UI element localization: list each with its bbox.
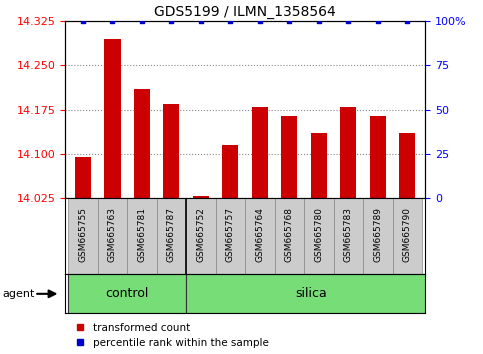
Bar: [304, 198, 334, 274]
Text: GSM665783: GSM665783: [344, 207, 353, 262]
Point: [227, 18, 234, 24]
Point: [285, 18, 293, 24]
Title: GDS5199 / ILMN_1358564: GDS5199 / ILMN_1358564: [154, 5, 336, 19]
Text: agent: agent: [2, 289, 35, 299]
Bar: [68, 198, 98, 274]
Text: control: control: [105, 287, 149, 300]
Text: GSM665764: GSM665764: [256, 207, 264, 262]
Text: GSM665790: GSM665790: [403, 207, 412, 262]
Bar: [163, 104, 180, 198]
Text: silica: silica: [296, 287, 327, 300]
Point: [403, 18, 411, 24]
Bar: [156, 198, 186, 274]
Bar: [363, 198, 393, 274]
Text: GSM665752: GSM665752: [197, 207, 205, 262]
Bar: [186, 198, 215, 274]
Legend: transformed count, percentile rank within the sample: transformed count, percentile rank withi…: [71, 319, 273, 353]
Bar: [399, 133, 415, 198]
Bar: [104, 39, 120, 198]
Point: [315, 18, 323, 24]
Bar: [75, 157, 91, 198]
Point: [79, 18, 87, 24]
Bar: [245, 198, 275, 274]
Text: GSM665757: GSM665757: [226, 207, 235, 262]
Bar: [393, 198, 422, 274]
Bar: [134, 89, 150, 198]
Point: [344, 18, 352, 24]
Bar: [68, 274, 186, 313]
Text: GSM665789: GSM665789: [373, 207, 383, 262]
Point: [256, 18, 264, 24]
Bar: [98, 198, 127, 274]
Point: [197, 18, 205, 24]
Bar: [340, 107, 356, 198]
Bar: [222, 145, 239, 198]
Text: GSM665781: GSM665781: [137, 207, 146, 262]
Bar: [334, 198, 363, 274]
Bar: [215, 198, 245, 274]
Bar: [193, 196, 209, 198]
Text: GSM665787: GSM665787: [167, 207, 176, 262]
Bar: [311, 133, 327, 198]
Text: GSM665768: GSM665768: [285, 207, 294, 262]
Bar: [275, 198, 304, 274]
Text: GSM665780: GSM665780: [314, 207, 323, 262]
Bar: [370, 116, 386, 198]
Bar: [281, 116, 298, 198]
Bar: [127, 198, 156, 274]
Point: [138, 18, 146, 24]
Point: [374, 18, 382, 24]
Text: GSM665755: GSM665755: [78, 207, 87, 262]
Bar: [186, 274, 437, 313]
Text: GSM665763: GSM665763: [108, 207, 117, 262]
Point: [109, 18, 116, 24]
Bar: [252, 107, 268, 198]
Point: [168, 18, 175, 24]
